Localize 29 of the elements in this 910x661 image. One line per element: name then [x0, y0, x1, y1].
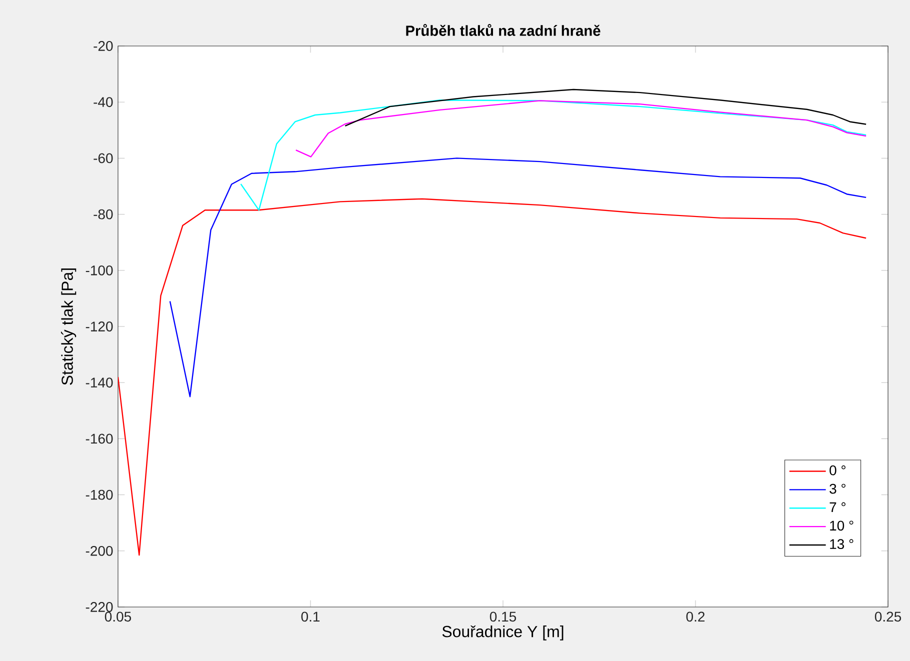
- legend-label: 7 °: [830, 502, 846, 512]
- chart-title: Průběh tlaků na zadní hraně: [406, 24, 600, 36]
- line-series: [344, 88, 867, 127]
- y-tick-label: -40: [94, 97, 113, 108]
- x-tick-label: 0.25: [874, 612, 902, 622]
- legend-label: 10 °: [830, 520, 854, 531]
- x-axis-title: Souřadnice Y [m]: [442, 625, 564, 640]
- y-tick-label: -120: [86, 322, 113, 332]
- line-series: [295, 100, 867, 158]
- x-tick-label: 0.15: [490, 612, 516, 622]
- y-tick-label: -80: [94, 209, 113, 220]
- legend-label: 13 °: [830, 539, 854, 550]
- x-tick-label: 0.1: [301, 612, 320, 622]
- line-series: [118, 198, 867, 556]
- y-tick-label: -220: [86, 602, 113, 612]
- y-tick-label: -20: [94, 41, 113, 51]
- y-tick-label: -60: [94, 153, 113, 164]
- line-series: [240, 100, 867, 211]
- x-tick-label: 0.2: [686, 612, 705, 622]
- y-tick-label: -140: [86, 378, 113, 388]
- y-axis-title: Statický tlak [Pa]: [61, 268, 76, 385]
- legend-label: 0 °: [830, 465, 846, 476]
- line-series: [169, 158, 867, 398]
- legend-label: 3 °: [830, 484, 846, 494]
- x-tick-label: 0.05: [104, 612, 132, 622]
- y-tick-label: -200: [86, 546, 113, 556]
- y-tick-label: -100: [86, 265, 113, 276]
- y-tick-label: -180: [86, 490, 113, 500]
- y-tick-label: -160: [86, 434, 113, 444]
